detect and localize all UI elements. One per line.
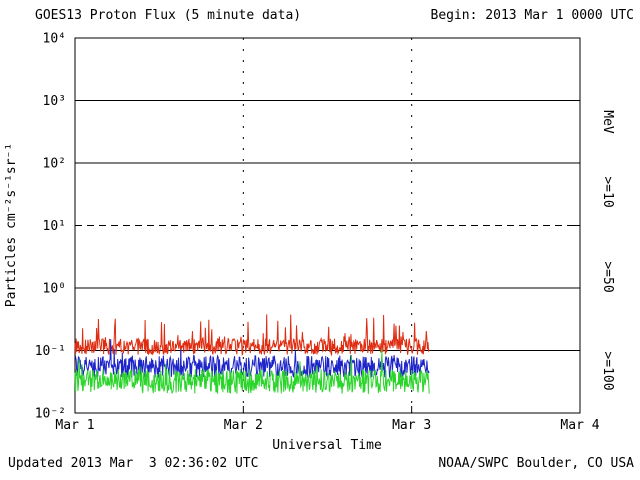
y-tick-label: 10⁴ [43, 32, 66, 47]
series-50 [74, 339, 430, 380]
plot-frame [74, 37, 581, 414]
x-tick-label: Mar 2 [224, 418, 263, 433]
y-tick-label: 10⁻² [35, 407, 66, 422]
y-tick-label: 10⁰ [43, 282, 66, 297]
x-tick-label: Mar 1 [55, 418, 94, 433]
x-axis-title: Universal Time [272, 438, 382, 453]
y-axis-title: Particles cm⁻²s⁻¹sr⁻¹ [4, 143, 19, 307]
updated-timestamp: Updated 2013 Mar 3 02:36:02 UTC [8, 456, 258, 471]
y-tick-label: 10³ [43, 94, 66, 109]
series-10 [74, 314, 430, 357]
legend-ge50: >=50 [600, 261, 615, 292]
y-tick-label: 10² [43, 157, 66, 172]
legend-ge10: >=10 [600, 176, 615, 207]
unit-label-mev: MeV [600, 110, 615, 134]
y-tick-label: 10¹ [43, 219, 66, 234]
legend-ge100: >=100 [600, 351, 615, 390]
x-tick-label: Mar 3 [392, 418, 431, 433]
y-tick-label: 10⁻¹ [35, 344, 66, 359]
begin-label: Begin: 2013 Mar 1 0000 UTC [431, 8, 635, 23]
chart-title: GOES13 Proton Flux (5 minute data) [35, 8, 301, 23]
source-credit: NOAA/SWPC Boulder, CO USA [438, 456, 634, 471]
x-tick-label: Mar 4 [560, 418, 599, 433]
series-100 [74, 349, 430, 395]
